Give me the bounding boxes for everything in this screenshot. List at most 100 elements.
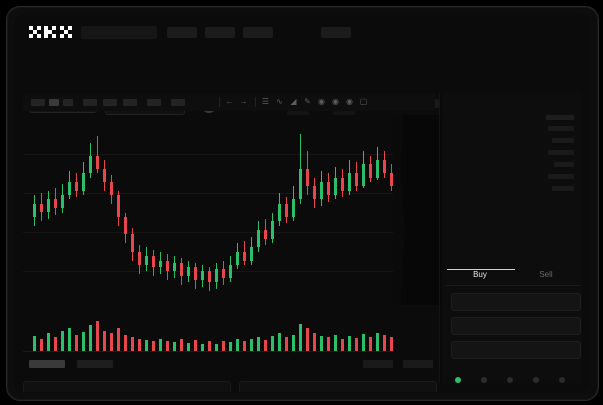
- volume-bar: [215, 344, 218, 351]
- nav-item-3[interactable]: [243, 27, 273, 38]
- trade-form-tabs[interactable]: Buy Sell: [445, 267, 580, 289]
- nav-item-2[interactable]: [205, 27, 235, 38]
- volume-bar: [68, 327, 71, 351]
- volume-bar: [299, 323, 302, 351]
- tab-divider: [445, 285, 581, 286]
- candle-wick: [349, 160, 350, 196]
- orders-card-2[interactable]: [239, 381, 437, 392]
- candle: [383, 151, 386, 178]
- volume-bar: [341, 338, 344, 351]
- candle: [96, 136, 99, 174]
- pagination-dot-4[interactable]: [533, 377, 539, 383]
- panel-divider: [439, 93, 440, 383]
- volume-bar: [152, 341, 155, 351]
- pagination-dot-5[interactable]: [559, 377, 565, 383]
- redo-icon[interactable]: →: [239, 97, 248, 106]
- candle: [131, 227, 134, 261]
- candle: [173, 256, 176, 279]
- lock-icon[interactable]: ◉: [346, 97, 353, 106]
- candle: [362, 151, 365, 189]
- candle-wick: [293, 186, 294, 222]
- candle: [320, 171, 323, 206]
- toolbar-timeframe-5[interactable]: [103, 99, 117, 106]
- candle-wick: [342, 168, 343, 198]
- candle: [33, 195, 36, 226]
- account-search-field[interactable]: [81, 26, 157, 39]
- volume-bar: [33, 336, 36, 351]
- candle-wick: [237, 243, 238, 270]
- candle-wick: [41, 192, 42, 222]
- volume-bar: [124, 334, 127, 351]
- draw-icon[interactable]: ◢: [290, 97, 297, 106]
- candle-wick: [132, 227, 133, 261]
- toolbar-divider: [219, 97, 220, 107]
- candle: [166, 254, 169, 281]
- candle-wick: [181, 258, 182, 285]
- orders-card-1[interactable]: [23, 381, 231, 392]
- volume-bar: [285, 337, 288, 351]
- candle-wick: [265, 219, 266, 246]
- nav-item-4[interactable]: [321, 27, 351, 38]
- toolbar-timeframe-8[interactable]: [171, 99, 185, 106]
- price-chart[interactable]: [23, 115, 435, 310]
- candle-wick: [356, 162, 357, 191]
- volume-bar: [222, 340, 225, 351]
- indicator-icon[interactable]: ∿: [276, 97, 283, 106]
- tablet-device-frame: Spot Trading ▾ ▾: [6, 6, 599, 401]
- trash-icon[interactable]: ▢: [359, 97, 368, 106]
- nav-item-1[interactable]: [167, 27, 197, 38]
- tab-buy[interactable]: Buy: [473, 270, 487, 279]
- candle-wick: [286, 197, 287, 224]
- candle: [180, 258, 183, 285]
- tab-active-underline: [447, 269, 515, 270]
- chart-toolbar[interactable]: ← → ☰ ∿ ◢ ✎ ◉ ◉ ◉ ▢: [23, 93, 435, 111]
- candle: [103, 160, 106, 191]
- volume-chart[interactable]: [23, 315, 435, 359]
- candle: [54, 188, 57, 215]
- order-price-field[interactable]: [451, 293, 581, 311]
- candle-wick: [90, 142, 91, 178]
- pencil-icon[interactable]: ✎: [304, 97, 311, 106]
- magnet-icon[interactable]: ◉: [318, 97, 325, 106]
- orders-action-1[interactable]: [363, 360, 393, 368]
- toolbar-timeframe-4[interactable]: [83, 99, 97, 106]
- candle-wick: [160, 251, 161, 274]
- toolbar-timeframe-1[interactable]: [31, 99, 45, 106]
- undo-icon[interactable]: ←: [225, 97, 234, 106]
- toolbar-timeframe-6[interactable]: [123, 99, 137, 106]
- candle-wick: [300, 133, 301, 204]
- orderbook-column-header: [546, 115, 574, 120]
- candle-wick: [391, 164, 392, 191]
- volume-bar: [292, 334, 295, 351]
- tab-sell[interactable]: Sell: [539, 270, 553, 279]
- candle-wick: [104, 160, 105, 191]
- volume-bar: [82, 331, 85, 351]
- orders-tab-history[interactable]: [77, 360, 113, 368]
- toolbar-timeframe-7[interactable]: [147, 99, 161, 106]
- candle-type-icon[interactable]: ☰: [261, 97, 270, 106]
- pagination-dot-2[interactable]: [481, 377, 487, 383]
- candle-wick: [384, 151, 385, 178]
- candle: [187, 260, 190, 283]
- pagination-dot-3[interactable]: [507, 377, 513, 383]
- eye-icon[interactable]: ◉: [332, 97, 339, 106]
- toolbar-divider: [255, 97, 256, 107]
- toolbar-timeframe-2-active[interactable]: [49, 99, 59, 106]
- orders-tabbar: [23, 360, 435, 372]
- order-amount-field[interactable]: [451, 317, 581, 335]
- candle: [124, 212, 127, 244]
- volume-bar: [376, 332, 379, 351]
- candle-wick: [55, 188, 56, 215]
- orders-tab-open[interactable]: [29, 360, 65, 368]
- candle-wick: [363, 151, 364, 189]
- candle: [194, 262, 197, 289]
- okx-logo[interactable]: [29, 26, 73, 39]
- pagination-dot-1[interactable]: [455, 377, 461, 383]
- volume-bar: [327, 337, 330, 351]
- volume-bar: [306, 327, 309, 351]
- candle: [355, 162, 358, 191]
- order-total-field[interactable]: [451, 341, 581, 359]
- toolbar-timeframe-3[interactable]: [63, 99, 73, 106]
- volume-bar: [61, 330, 64, 351]
- orders-action-2[interactable]: [403, 360, 433, 368]
